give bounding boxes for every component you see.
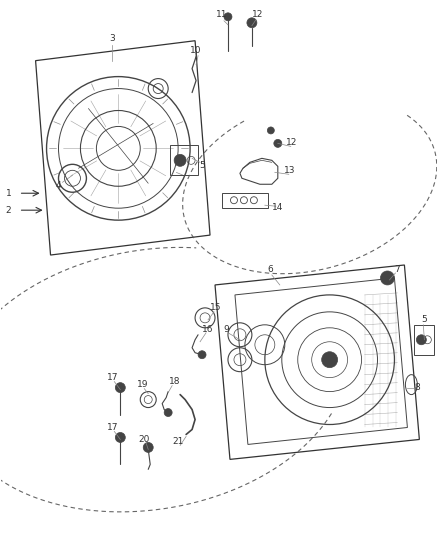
Circle shape bbox=[321, 352, 338, 368]
Circle shape bbox=[417, 335, 426, 345]
Circle shape bbox=[274, 140, 282, 148]
Text: 21: 21 bbox=[173, 437, 184, 446]
Text: 5: 5 bbox=[421, 316, 427, 324]
Text: 20: 20 bbox=[138, 435, 150, 444]
Text: 10: 10 bbox=[191, 46, 202, 55]
Text: 12: 12 bbox=[286, 138, 297, 147]
Text: 5: 5 bbox=[199, 161, 205, 170]
Circle shape bbox=[143, 442, 153, 453]
Circle shape bbox=[224, 13, 232, 21]
Circle shape bbox=[381, 271, 395, 285]
Text: 8: 8 bbox=[414, 383, 420, 392]
Text: 17: 17 bbox=[106, 373, 118, 382]
Text: 15: 15 bbox=[210, 303, 222, 312]
Circle shape bbox=[267, 127, 274, 134]
Circle shape bbox=[198, 351, 206, 359]
Circle shape bbox=[247, 18, 257, 28]
Text: 14: 14 bbox=[272, 203, 283, 212]
Text: 4: 4 bbox=[56, 181, 61, 190]
Text: 18: 18 bbox=[170, 377, 181, 386]
Text: 1: 1 bbox=[6, 189, 11, 198]
Text: 12: 12 bbox=[252, 10, 264, 19]
Text: 3: 3 bbox=[110, 34, 115, 43]
Text: 17: 17 bbox=[106, 423, 118, 432]
Circle shape bbox=[115, 432, 125, 442]
Text: 11: 11 bbox=[216, 10, 228, 19]
Text: 6: 6 bbox=[267, 265, 273, 274]
Text: 9: 9 bbox=[223, 325, 229, 334]
Text: 7: 7 bbox=[395, 265, 400, 274]
Text: 13: 13 bbox=[284, 166, 296, 175]
Text: 19: 19 bbox=[137, 380, 148, 389]
Circle shape bbox=[174, 155, 186, 166]
Text: 2: 2 bbox=[6, 206, 11, 215]
Text: 16: 16 bbox=[202, 325, 214, 334]
Circle shape bbox=[115, 383, 125, 393]
Circle shape bbox=[164, 409, 172, 416]
